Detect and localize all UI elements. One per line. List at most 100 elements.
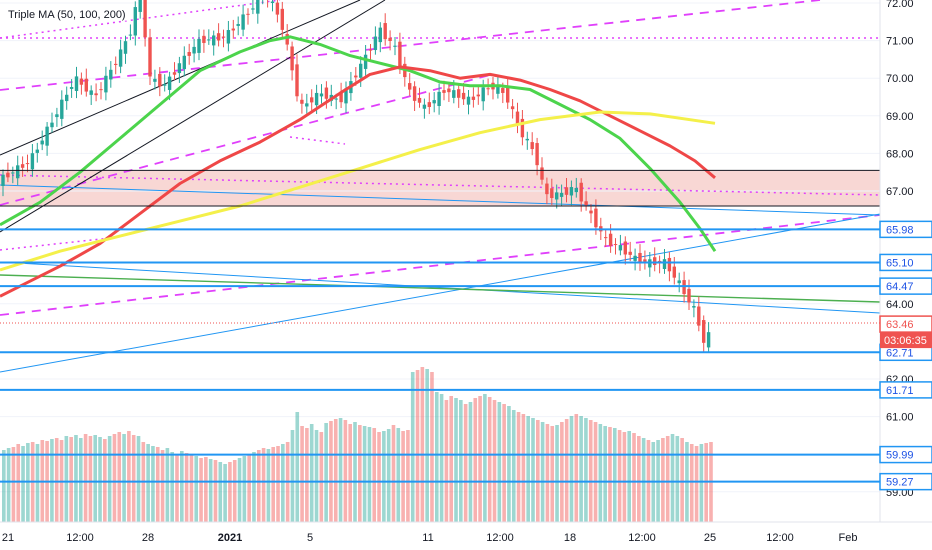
candle-body	[496, 86, 500, 94]
level-badge	[879, 220, 932, 239]
candle-body	[417, 97, 422, 103]
candle-body	[555, 192, 559, 200]
volume-bar	[199, 458, 203, 522]
candle-body	[192, 46, 196, 54]
time-tick-label: 12:00	[628, 532, 656, 544]
volume-bar	[434, 392, 439, 522]
candle-body	[515, 111, 520, 125]
time-tick-label: 21	[2, 532, 14, 544]
volume-bar	[699, 444, 704, 522]
candle-body	[20, 164, 25, 168]
volume-bar	[531, 418, 535, 522]
ma-100-line	[0, 65, 716, 298]
candle-body	[202, 35, 206, 43]
ma-200-line	[0, 110, 716, 272]
volume-bar	[584, 418, 588, 522]
candle-body	[359, 63, 363, 78]
candle-body	[564, 187, 569, 195]
volume-bar	[16, 444, 21, 522]
candle-body	[45, 126, 49, 146]
volume-bar	[377, 432, 381, 522]
volume-bar	[439, 394, 444, 522]
candle-body	[138, 0, 142, 12]
price-badges: 65.98 65.10 64.47 62.71 61.71 59.99 59.27 63.46…	[879, 220, 932, 491]
dotted-top-line	[0, 0, 281, 39]
volume-bar	[180, 451, 184, 522]
volume-bar	[564, 419, 569, 522]
volume-bar	[444, 400, 449, 522]
candle-body	[109, 69, 113, 80]
candle-body	[437, 91, 441, 107]
candle-body	[16, 165, 20, 179]
volume-bar	[579, 416, 583, 522]
volume-bar	[136, 436, 141, 522]
candle-body	[305, 103, 309, 107]
volume-bar	[550, 426, 555, 522]
candle-body	[613, 244, 618, 246]
volume-bar	[232, 460, 237, 522]
time-tick-label: 25	[704, 532, 716, 544]
candle-body	[324, 87, 329, 99]
time-tick-label: 2021	[218, 532, 242, 544]
price-tick-label: 70.00	[886, 73, 914, 85]
candle-body	[672, 266, 676, 278]
price-tick-label: 67.00	[886, 186, 914, 198]
candle-body	[506, 87, 510, 103]
candle-body	[50, 122, 54, 128]
candle-body	[231, 28, 235, 31]
volume-bar	[454, 398, 458, 522]
volume-bar	[483, 394, 487, 522]
candle-body	[251, 8, 255, 10]
volume-bar	[64, 436, 69, 522]
candle-body	[339, 92, 343, 103]
candle-body	[525, 138, 529, 141]
candle-body	[481, 87, 485, 102]
candle-body	[197, 38, 201, 53]
volume-bar	[223, 464, 227, 522]
blue-trend-line	[0, 184, 881, 216]
level-badge-label: 61.71	[886, 385, 914, 397]
candle-body	[163, 84, 167, 86]
volume-bar	[603, 426, 607, 522]
candle-body	[422, 104, 427, 109]
candle-body	[687, 288, 691, 303]
volume-bar	[329, 421, 333, 522]
candle-body	[153, 78, 157, 82]
volume-bar	[170, 452, 174, 522]
volume-bar	[155, 447, 160, 522]
level-badge-label: 59.99	[886, 450, 914, 462]
candle-body	[221, 36, 226, 38]
candle-body	[143, 0, 147, 38]
volume-bar	[382, 431, 386, 522]
volume-bar	[184, 453, 189, 522]
time-tick-label: 12:00	[766, 532, 794, 544]
candle-body	[589, 210, 593, 214]
candle-body	[172, 72, 177, 75]
volume-bar	[487, 397, 492, 522]
candle-body	[662, 259, 667, 270]
volume-bar	[521, 414, 526, 522]
candle-body	[182, 55, 186, 70]
level-badge	[879, 277, 932, 295]
volume-bar	[21, 446, 25, 522]
candle-body	[466, 96, 471, 105]
countdown-badge	[880, 332, 932, 349]
volume-bar	[598, 424, 603, 522]
candle-body	[123, 41, 128, 54]
candle-body	[69, 87, 74, 89]
candle-body	[344, 88, 348, 104]
time-axis-panel[interactable]	[0, 522, 932, 550]
price-tick-label: 72.00	[886, 0, 914, 10]
candle-body	[79, 78, 84, 85]
volume-bar	[425, 369, 429, 522]
candle-body	[270, 1, 275, 3]
volume-bar	[276, 446, 280, 522]
volume-bar	[353, 422, 357, 522]
indicator-legend[interactable]: Triple MA (50, 100, 200)	[6, 9, 128, 21]
blue-trend-line	[0, 261, 881, 314]
candle-body	[393, 45, 397, 47]
candle-body	[363, 54, 368, 69]
volume-bar	[545, 424, 550, 522]
volume-bar	[511, 410, 516, 522]
